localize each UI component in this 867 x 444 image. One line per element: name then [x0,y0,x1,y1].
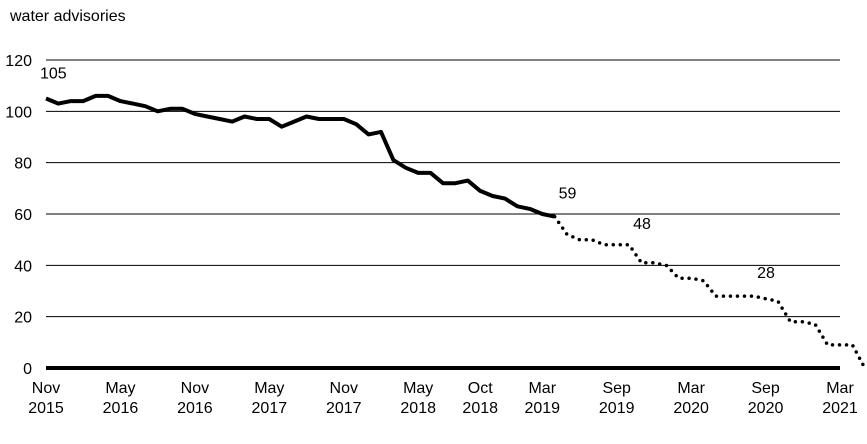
x-tick-label: Mar 2019 [524,380,560,417]
actual-series-line [45,93,556,219]
x-tick-label: Nov 2016 [177,380,213,417]
y-tick-label: 40 [14,258,32,275]
y-tick-label: 20 [14,310,32,327]
data-label: 59 [559,186,577,203]
data-annotations: 1055948280 [40,66,775,283]
x-tick-label: Sep 2019 [599,380,635,417]
y-tick-label: 100 [5,104,32,121]
y-tick-label: 0 [23,361,32,378]
projected-series-line [552,214,867,370]
y-tick-label: 80 [14,156,32,173]
x-tick-label: Oct 2018 [462,380,498,417]
x-tick-label: Nov 2015 [28,380,64,417]
x-tick-label: May 2017 [252,380,288,417]
x-tick-label: May 2018 [400,380,436,417]
data-label: 48 [633,216,651,233]
x-tick-label: Sep 2020 [748,380,784,417]
series-lines [45,93,867,370]
x-tick-labels: Nov 2015 May 2016 Nov 2016 May 2017 Nov 2017 May 20… [28,380,858,417]
x-tick-label: May 2016 [103,380,139,417]
data-label: 105 [40,66,67,83]
y-tick-labels: 0 20 40 60 80 100 120 [5,53,32,378]
y-tick-label: 120 [5,53,32,70]
grid-lines [46,59,840,370]
x-tick-label: Nov 2017 [326,380,362,417]
data-label: 28 [757,265,775,282]
x-tick-label: Mar 2020 [673,380,709,417]
y-axis-label: water advisories [10,8,126,25]
x-tick-label: Mar 2021 [822,380,858,417]
y-tick-label: 60 [14,207,32,224]
